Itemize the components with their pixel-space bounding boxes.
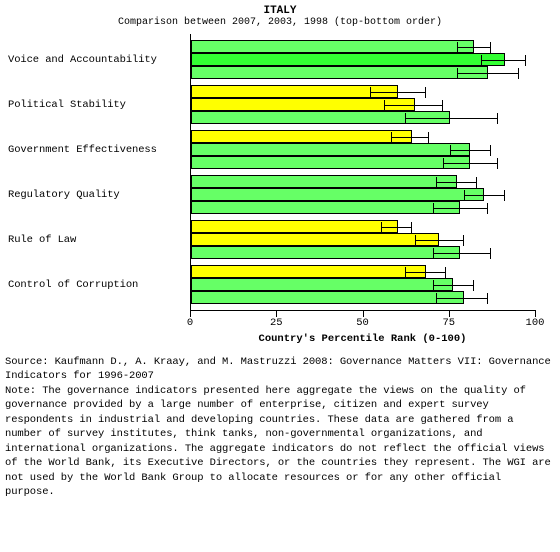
bar (191, 220, 398, 233)
bar (191, 40, 474, 53)
error-bar (457, 73, 519, 74)
bar (191, 98, 415, 111)
footer-source: Source: Kaufmann D., A. Kraay, and M. Ma… (5, 355, 555, 384)
y-axis-labels: Voice and Accountability Political Stabil… (5, 34, 190, 310)
bar (191, 188, 484, 201)
bar (191, 156, 470, 169)
bar (191, 143, 470, 156)
error-bar (384, 105, 443, 106)
error-bar (443, 163, 498, 164)
chart-subtitle: Comparison between 2007, 2003, 1998 (top… (5, 17, 555, 28)
error-bar (391, 137, 429, 138)
group-label: Voice and Accountability (5, 54, 193, 66)
bar (191, 265, 426, 278)
x-tick-label: 50 (356, 317, 369, 329)
bar (191, 130, 412, 143)
group-label: Control of Corruption (5, 279, 193, 291)
error-bar (381, 227, 412, 228)
error-bar (370, 92, 425, 93)
bar (191, 66, 488, 79)
bar (191, 246, 460, 259)
x-tick-label: 100 (526, 317, 545, 329)
bar (191, 85, 398, 98)
error-bar (464, 195, 505, 196)
x-tick-label: 25 (270, 317, 283, 329)
chart-title: ITALY (5, 5, 555, 17)
error-bar (433, 285, 474, 286)
group-label: Political Stability (5, 99, 193, 111)
x-tick-label: 0 (187, 317, 193, 329)
group-label: Regulatory Quality (5, 189, 193, 201)
bar (191, 233, 439, 246)
x-axis: 0255075100 (190, 311, 535, 329)
error-bar (457, 47, 492, 48)
error-bar (433, 253, 492, 254)
error-bar (450, 150, 491, 151)
bar (191, 175, 457, 188)
error-bar (405, 118, 498, 119)
bar (191, 278, 453, 291)
chart-footer: Source: Kaufmann D., A. Kraay, and M. Ma… (5, 355, 555, 500)
footer-note: Note: The governance indicators presente… (5, 384, 555, 500)
governance-chart: ITALY Comparison between 2007, 2003, 199… (5, 5, 555, 500)
error-bar (481, 60, 526, 61)
plot-area (190, 34, 536, 311)
x-tick-label: 75 (442, 317, 455, 329)
error-bar (436, 298, 488, 299)
bar (191, 291, 464, 304)
error-bar (433, 208, 488, 209)
x-axis-label: Country's Percentile Rank (0-100) (190, 333, 535, 345)
error-bar (405, 272, 446, 273)
bar (191, 201, 460, 214)
error-bar (415, 240, 463, 241)
group-label: Government Effectiveness (5, 144, 193, 156)
group-label: Rule of Law (5, 234, 193, 246)
bar (191, 53, 505, 66)
error-bar (436, 182, 477, 183)
